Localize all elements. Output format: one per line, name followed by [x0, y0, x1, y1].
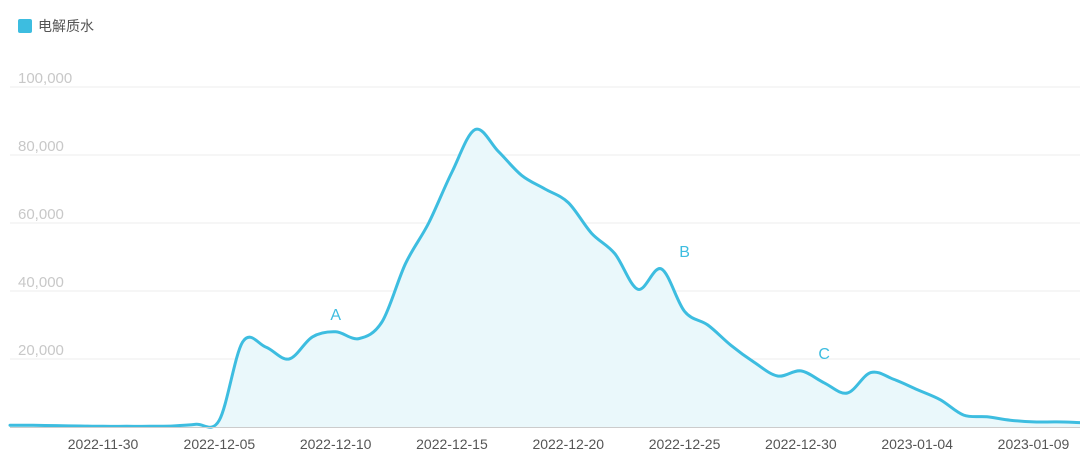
y-tick-label: 80,000: [18, 138, 64, 155]
legend-item[interactable]: 电解质水: [18, 16, 94, 36]
annotation-label: A: [330, 307, 341, 324]
x-tick-label: 2022-11-30: [68, 436, 139, 452]
series-line: [8, 127, 1080, 429]
legend-swatch-icon: [18, 19, 32, 33]
y-tick-label: 20,000: [18, 342, 64, 359]
x-tick-label: 2022-12-10: [300, 436, 372, 452]
y-tick-label: 40,000: [18, 274, 64, 291]
x-tick-label: 2022-12-25: [649, 436, 721, 452]
y-tick-label: 60,000: [18, 206, 64, 223]
legend-label: 电解质水: [38, 19, 94, 35]
annotation-label: B: [679, 244, 690, 261]
x-tick-label: 2023-01-09: [998, 436, 1070, 452]
x-tick-label: 2022-12-05: [184, 436, 256, 452]
series-area: [10, 129, 1080, 428]
y-tick-label: 100,000: [18, 70, 72, 87]
x-tick-label: 2022-12-30: [765, 436, 837, 452]
x-tick-label: 2023-01-04: [881, 436, 953, 452]
x-tick-label: 2022-12-20: [532, 436, 604, 452]
annotation-label: C: [818, 346, 830, 363]
x-tick-label: 2022-12-15: [416, 436, 488, 452]
